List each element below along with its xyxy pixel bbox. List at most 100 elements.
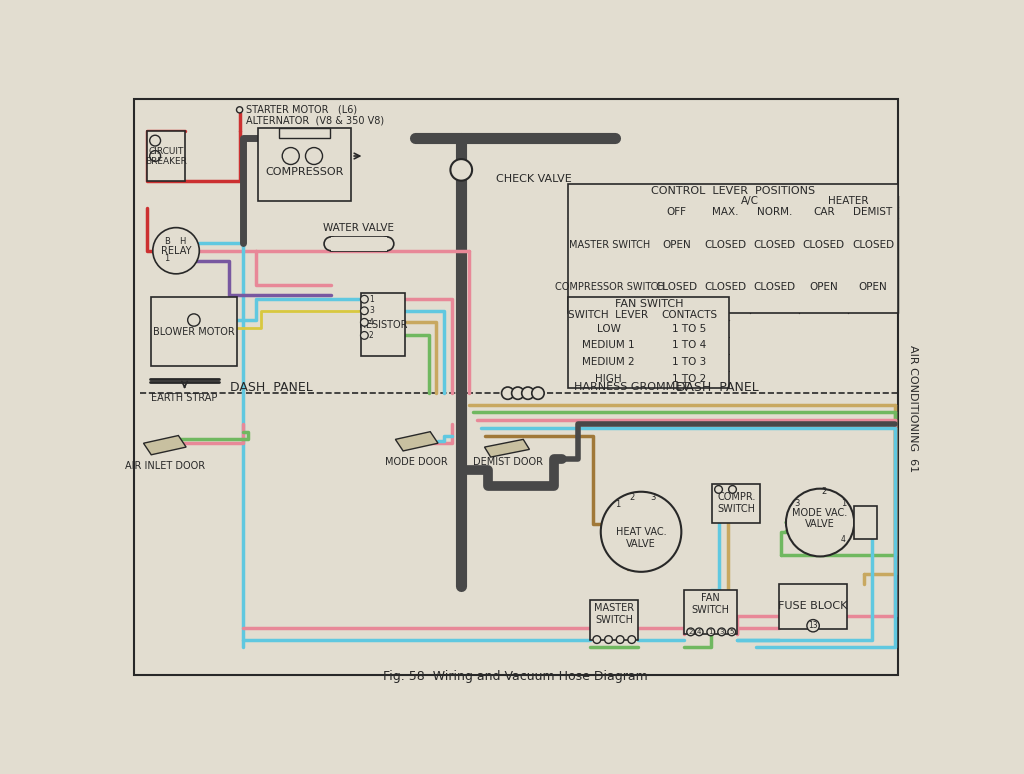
Circle shape xyxy=(687,628,694,635)
Text: MAX.: MAX. xyxy=(713,207,739,217)
Text: 13: 13 xyxy=(808,622,818,630)
Circle shape xyxy=(718,628,726,635)
Text: HEATER: HEATER xyxy=(828,197,868,207)
Text: CONTROL  LEVER  POSITIONS: CONTROL LEVER POSITIONS xyxy=(651,186,815,196)
Circle shape xyxy=(502,387,514,399)
Circle shape xyxy=(512,387,524,399)
Text: ALTERNATOR  (V8 & 350 V8): ALTERNATOR (V8 & 350 V8) xyxy=(246,115,384,125)
Circle shape xyxy=(283,148,299,165)
Text: Fig. 58  Wiring and Vacuum Hose Diagram: Fig. 58 Wiring and Vacuum Hose Diagram xyxy=(383,670,648,683)
Circle shape xyxy=(305,148,323,165)
Text: CLOSED: CLOSED xyxy=(754,282,796,292)
Text: 1: 1 xyxy=(164,254,169,263)
Text: HARNESS GROMMET: HARNESS GROMMET xyxy=(573,382,688,392)
Text: 1: 1 xyxy=(709,629,713,635)
Text: SWITCH  LEVER: SWITCH LEVER xyxy=(568,310,648,320)
Text: WATER VALVE: WATER VALVE xyxy=(324,223,394,233)
Circle shape xyxy=(360,318,369,326)
Text: CHECK VALVE: CHECK VALVE xyxy=(496,174,571,184)
Circle shape xyxy=(729,485,736,493)
Text: DASH  PANEL: DASH PANEL xyxy=(230,381,312,393)
Text: FUSE BLOCK: FUSE BLOCK xyxy=(778,601,848,611)
Circle shape xyxy=(153,228,200,274)
Text: DASH  PANEL: DASH PANEL xyxy=(676,381,759,393)
Text: HEAT VAC.
VALVE: HEAT VAC. VALVE xyxy=(615,527,667,549)
Circle shape xyxy=(237,107,243,113)
Text: CLOSED: CLOSED xyxy=(655,282,697,292)
Text: OPEN: OPEN xyxy=(810,282,839,292)
Text: MEDIUM 2: MEDIUM 2 xyxy=(583,358,635,368)
Circle shape xyxy=(360,307,369,315)
Text: LOW: LOW xyxy=(597,324,621,334)
Text: OPEN: OPEN xyxy=(663,241,691,250)
Bar xyxy=(331,237,387,251)
Circle shape xyxy=(601,491,681,572)
Text: 1 TO 3: 1 TO 3 xyxy=(672,358,707,368)
Bar xyxy=(331,237,387,251)
Text: DEMIST DOOR: DEMIST DOOR xyxy=(473,457,543,467)
Circle shape xyxy=(715,485,722,493)
Text: MASTER SWITCH: MASTER SWITCH xyxy=(569,241,650,250)
Circle shape xyxy=(728,628,735,635)
Text: CAR: CAR xyxy=(813,207,835,217)
Circle shape xyxy=(707,628,715,635)
Text: 2: 2 xyxy=(369,331,374,340)
Circle shape xyxy=(360,296,369,303)
Text: MODE VAC.
VALVE: MODE VAC. VALVE xyxy=(793,508,848,529)
Circle shape xyxy=(604,635,612,643)
Text: CLOSED: CLOSED xyxy=(754,241,796,250)
Text: 1 TO 4: 1 TO 4 xyxy=(672,341,707,351)
Circle shape xyxy=(380,237,394,251)
Text: 5: 5 xyxy=(729,629,734,635)
Text: COMPR.
SWITCH: COMPR. SWITCH xyxy=(717,492,756,514)
Bar xyxy=(779,584,847,628)
Bar xyxy=(713,484,761,522)
Text: CLOSED: CLOSED xyxy=(803,241,845,250)
Circle shape xyxy=(451,159,472,180)
Text: 2: 2 xyxy=(629,493,635,502)
Text: 4: 4 xyxy=(369,318,374,327)
Text: MODE DOOR: MODE DOOR xyxy=(385,457,447,467)
Circle shape xyxy=(628,635,636,643)
Bar xyxy=(147,132,184,181)
Text: NORM.: NORM. xyxy=(757,207,793,217)
Text: RESISTOR: RESISTOR xyxy=(359,320,408,330)
Text: 3: 3 xyxy=(795,498,800,508)
Text: RELAY: RELAY xyxy=(161,245,191,255)
Bar xyxy=(854,506,878,539)
Text: FAN SWITCH: FAN SWITCH xyxy=(614,299,683,309)
Text: 4: 4 xyxy=(697,629,701,635)
Bar xyxy=(590,600,638,639)
Text: OPEN: OPEN xyxy=(859,282,888,292)
Circle shape xyxy=(187,314,200,326)
Polygon shape xyxy=(484,440,529,457)
Text: AIR CONDITIONING  61: AIR CONDITIONING 61 xyxy=(908,345,919,472)
Text: 1: 1 xyxy=(841,498,846,508)
Bar xyxy=(568,183,898,313)
Text: MEDIUM 1: MEDIUM 1 xyxy=(583,341,635,351)
Text: 3: 3 xyxy=(650,493,655,502)
Text: 4: 4 xyxy=(841,535,846,544)
Circle shape xyxy=(695,628,703,635)
Bar xyxy=(568,297,729,388)
Text: CONTACTS: CONTACTS xyxy=(662,310,717,320)
Circle shape xyxy=(807,619,819,632)
Text: BLOWER MOTOR: BLOWER MOTOR xyxy=(153,327,234,337)
Text: CLOSED: CLOSED xyxy=(705,282,746,292)
Bar xyxy=(360,293,406,356)
Bar xyxy=(258,128,351,200)
Text: MASTER
SWITCH: MASTER SWITCH xyxy=(594,604,634,625)
Text: CLOSED: CLOSED xyxy=(852,241,894,250)
Circle shape xyxy=(150,135,161,146)
Text: HIGH: HIGH xyxy=(595,375,622,385)
Text: 1: 1 xyxy=(369,295,374,303)
Text: STARTER MOTOR   (L6): STARTER MOTOR (L6) xyxy=(246,104,357,115)
Circle shape xyxy=(150,151,161,162)
Text: 1 TO 2: 1 TO 2 xyxy=(672,375,707,385)
Circle shape xyxy=(521,387,535,399)
Text: 2: 2 xyxy=(688,629,693,635)
Text: A/C: A/C xyxy=(741,197,759,207)
Bar xyxy=(684,590,737,634)
Text: CIRCUIT
BREAKER: CIRCUIT BREAKER xyxy=(145,147,187,166)
Bar xyxy=(152,297,237,366)
